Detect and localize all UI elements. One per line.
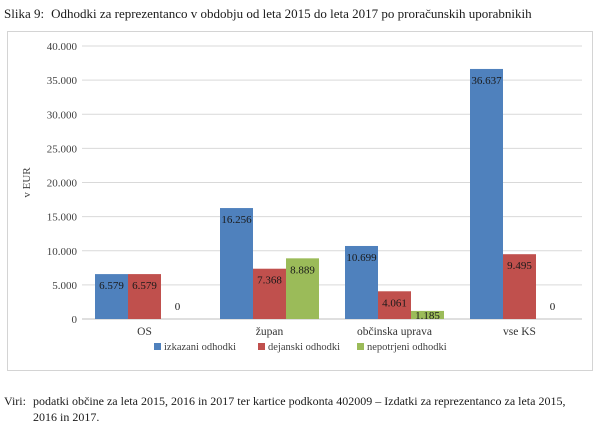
bar — [503, 254, 536, 319]
y-tick-label: 30.000 — [47, 109, 78, 121]
bar — [411, 310, 444, 319]
data-label: 4.061 — [382, 297, 407, 309]
y-tick-label: 15.000 — [47, 212, 78, 224]
y-tick-label: 0 — [72, 314, 78, 326]
y-tick-label: 35.000 — [47, 75, 78, 87]
chart-frame: 0 5.000 10.000 15.000 20.000 25.000 30.000 35.0… — [7, 31, 593, 371]
y-tick-label: 5.000 — [52, 280, 77, 292]
y-axis-label: v EUR — [21, 167, 33, 198]
legend-swatch — [357, 343, 364, 350]
source-label: Viri: — [4, 394, 26, 408]
legend-label: izkazani odhodki — [164, 342, 236, 353]
legend-swatch — [154, 343, 161, 350]
y-tick-label: 10.000 — [47, 246, 78, 258]
bar — [345, 245, 378, 319]
bar — [470, 68, 503, 319]
x-category-label: vse KS — [503, 326, 536, 338]
data-label: 10.699 — [346, 252, 377, 264]
x-category-label: župan — [256, 326, 284, 338]
legend-label: nepotrjeni odhodki — [367, 342, 447, 353]
data-label: 0 — [550, 301, 556, 313]
data-label: 6.579 — [132, 280, 157, 292]
source-line-2: 2016 in 2017. — [33, 410, 100, 424]
figure-caption: Slika 9: Odhodki za reprezentanco v obdob… — [4, 6, 598, 22]
source-line-1: podatki občine za leta 2015, 2016 in 201… — [33, 394, 566, 408]
bar — [128, 274, 161, 319]
data-label: 16.256 — [221, 214, 252, 226]
data-label: 8.889 — [290, 264, 315, 276]
data-label: 0 — [175, 301, 181, 313]
y-tick-label: 20.000 — [47, 178, 78, 190]
legend-swatch — [258, 343, 265, 350]
bar — [253, 268, 286, 319]
legend-label: dejanski odhodki — [268, 342, 340, 353]
data-label: 6.579 — [99, 280, 124, 292]
y-tick-label: 25.000 — [47, 143, 78, 155]
bar-chart: 0 5.000 10.000 15.000 20.000 25.000 30.000 35.0… — [21, 41, 582, 353]
x-category-label: občinska uprava — [357, 326, 432, 338]
data-label: 36.637 — [471, 75, 502, 87]
data-label: 9.495 — [507, 260, 532, 272]
caption-text: Odhodki za reprezentanco v obdobju od le… — [51, 6, 532, 21]
bar — [286, 258, 319, 319]
y-tick-label: 40.000 — [47, 41, 78, 53]
source-note: Viri: podatki občine za leta 2015, 2016 i… — [4, 393, 598, 425]
bar — [378, 291, 411, 319]
x-category-label: OS — [137, 326, 152, 338]
bar — [95, 274, 128, 319]
data-label: 7.368 — [257, 275, 282, 287]
data-label: 1.185 — [415, 310, 440, 322]
caption-label: Slika 9: — [4, 6, 45, 21]
bar — [220, 208, 253, 319]
